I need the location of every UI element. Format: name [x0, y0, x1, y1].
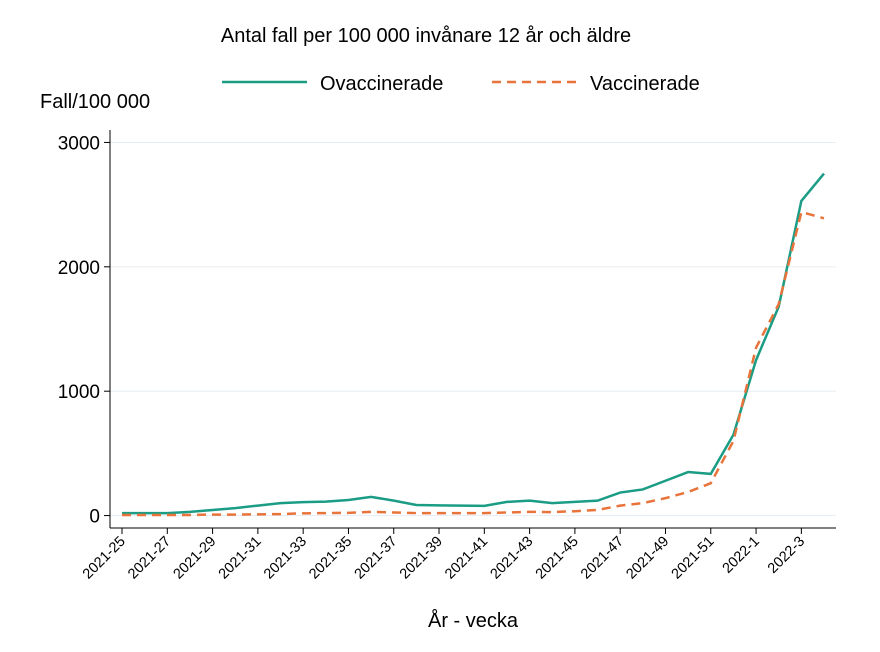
x-tick-label: 2021-37 — [352, 534, 401, 583]
x-tick-label: 2021-35 — [306, 534, 355, 583]
x-tick-label: 2022-1 — [720, 534, 763, 577]
y-tick-label: 2000 — [58, 258, 100, 279]
line-series — [122, 210, 825, 517]
x-axis-label: År - vecka — [428, 609, 519, 632]
legend-label: Ovaccinerade — [320, 73, 443, 95]
y-tick-label: 1000 — [58, 382, 100, 403]
legend-label: Vaccinerade — [590, 73, 700, 95]
x-tick-label: 2021-41 — [442, 534, 491, 583]
chart-title: Antal fall per 100 000 invånare 12 år oc… — [221, 25, 631, 47]
line-series — [122, 172, 825, 515]
x-tick-label: 2021-29 — [170, 534, 219, 583]
x-tick-label: 2021-43 — [487, 534, 536, 583]
x-tick-label: 2021-31 — [216, 534, 265, 583]
x-tick-label: 2021-27 — [125, 534, 174, 583]
x-tick-label: 2021-49 — [623, 534, 672, 583]
x-tick-label: 2022-3 — [765, 534, 808, 577]
y-tick-label: 0 — [89, 507, 100, 528]
x-tick-label: 2021-39 — [397, 534, 446, 583]
x-tick-label: 2021-47 — [578, 534, 627, 583]
x-tick-label: 2021-25 — [80, 534, 129, 583]
x-tick-label: 2021-51 — [669, 534, 718, 583]
x-tick-label: 2021-33 — [261, 534, 310, 583]
y-axis-label: Fall/100 000 — [40, 91, 150, 113]
x-tick-label: 2021-45 — [533, 534, 582, 583]
y-tick-label: 3000 — [58, 133, 100, 154]
